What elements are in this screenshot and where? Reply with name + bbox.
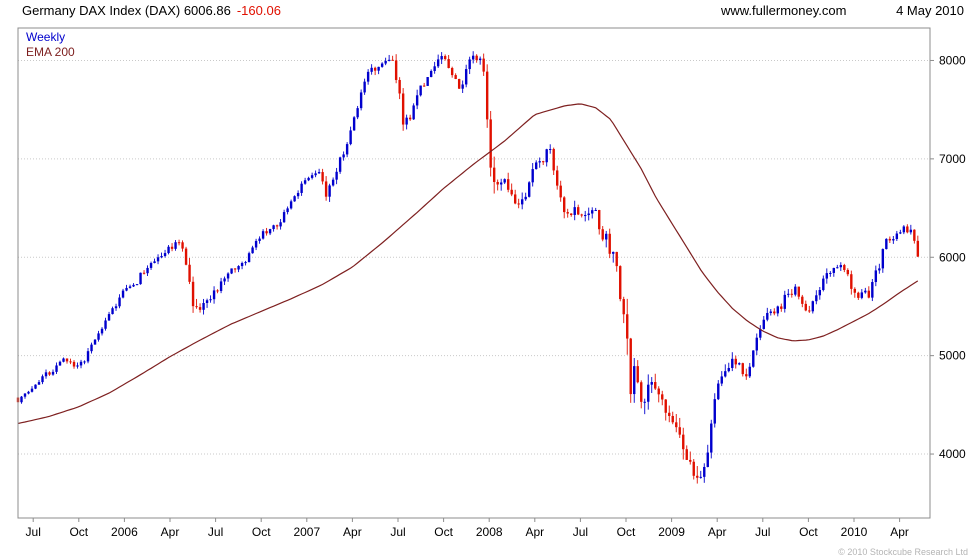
svg-text:Jul: Jul	[208, 525, 223, 539]
svg-text:Apr: Apr	[708, 525, 727, 539]
website-text: www.fullermoney.com	[720, 3, 847, 18]
svg-text:Oct: Oct	[617, 525, 636, 539]
grid-layer	[18, 59, 930, 455]
candles-layer	[16, 51, 920, 484]
plot-border	[17, 27, 931, 519]
svg-text:4000: 4000	[939, 447, 966, 461]
svg-text:Apr: Apr	[890, 525, 909, 539]
svg-text:Apr: Apr	[525, 525, 544, 539]
header-right: www.fullermoney.com 4 May 2010	[721, 3, 964, 18]
title-group: Germany DAX Index (DAX) 6006.86 -160.06	[22, 3, 721, 18]
svg-text:2006: 2006	[111, 525, 138, 539]
svg-text:7000: 7000	[939, 152, 966, 166]
svg-text:Apr: Apr	[161, 525, 180, 539]
svg-text:6000: 6000	[939, 250, 966, 264]
chart-title: Germany DAX Index (DAX) 6006.86	[22, 3, 231, 18]
chart-legend: Weekly EMA 200	[26, 30, 75, 60]
candlestick-chart-svg: 4000 5000 6000 7000 8000 Jul Oct 2006 Apr Jul Oct 2…	[16, 27, 966, 539]
svg-text:Oct: Oct	[69, 525, 88, 539]
chart-header: Germany DAX Index (DAX) 6006.86 -160.06 w…	[22, 3, 964, 18]
svg-text:2008: 2008	[476, 525, 503, 539]
svg-text:2010: 2010	[841, 525, 868, 539]
svg-text:Oct: Oct	[252, 525, 271, 539]
price-change: -160.06	[236, 3, 281, 18]
svg-text:Jul: Jul	[573, 525, 588, 539]
svg-text:Jul: Jul	[755, 525, 770, 539]
y-axis-labels: 4000 5000 6000 7000 8000	[930, 53, 966, 461]
copyright-text: © 2010 Stockcube Research Ltd	[838, 547, 968, 557]
svg-text:2009: 2009	[658, 525, 685, 539]
legend-weekly-label: Weekly	[26, 30, 66, 44]
svg-text:Jul: Jul	[26, 525, 41, 539]
svg-text:2007: 2007	[293, 525, 320, 539]
plot-background	[18, 28, 930, 518]
svg-text:Oct: Oct	[434, 525, 453, 539]
legend-ema-label: EMA 200	[26, 45, 75, 59]
svg-text:8000: 8000	[939, 53, 966, 67]
x-axis-labels: Jul Oct 2006 Apr Jul Oct 2007 Apr Jul Oct 2008 Apr J…	[26, 518, 909, 539]
svg-text:Jul: Jul	[390, 525, 405, 539]
ema-line	[17, 103, 919, 425]
date-text: 4 May 2010	[896, 3, 964, 18]
svg-text:Oct: Oct	[799, 525, 818, 539]
svg-text:5000: 5000	[939, 349, 966, 363]
svg-text:Apr: Apr	[343, 525, 362, 539]
